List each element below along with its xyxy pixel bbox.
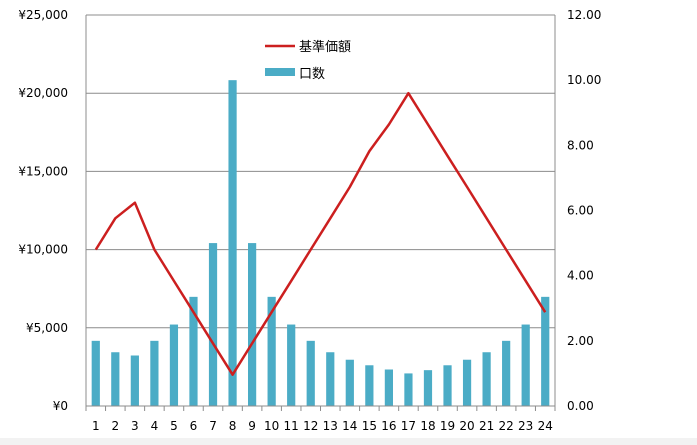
bar-20 [462,359,472,406]
left-tick-label: ¥20,000 [18,86,68,100]
bar-23 [521,324,530,406]
line-series [94,91,547,376]
x-tick-label: 1 [92,419,100,433]
bar-16 [384,369,393,406]
bar-9 [248,243,257,406]
x-tick-label: 24 [538,419,553,433]
bar-24 [541,296,550,406]
x-tick-label: 19 [440,419,455,433]
right-tick-label: 4.00 [567,269,594,283]
x-tick-label: 11 [284,419,299,433]
x-tick-label: 23 [518,419,533,433]
x-tick-label: 4 [151,419,159,433]
x-tick-label: 6 [190,419,198,433]
bar-19 [443,365,452,406]
left-tick-label: ¥10,000 [18,243,68,257]
bar-2 [111,352,120,406]
bar-7 [208,243,218,406]
x-tick-label: 14 [342,419,357,433]
right-tick-label: 6.00 [567,204,594,218]
x-tick-label: 21 [479,419,494,433]
x-tick-label: 5 [170,419,178,433]
right-tick-label: 10.00 [567,73,601,87]
right-tick-label: 2.00 [567,334,594,348]
x-tick-label: 22 [499,419,514,433]
bar-15 [365,365,374,406]
x-axis-ticks: 1 2 3 4 5 6 7 8 9 10 11 12 13 14 15 16 17 18 19 20 21 22 23 24 [92,419,553,433]
x-tick-label: 18 [420,419,435,433]
bar-18 [423,370,433,406]
bar-12 [306,340,315,406]
x-tick-label: 13 [323,419,338,433]
bar-5 [169,324,179,406]
axes [85,15,556,411]
bar-8 [228,80,237,407]
left-tick-label: ¥0 [53,399,68,413]
x-tick-label: 9 [248,419,256,433]
legend: 基準価額 口数 [265,39,351,82]
right-tick-label: 8.00 [567,138,594,152]
bar-series [91,80,550,407]
x-tick-label: 17 [401,419,416,433]
bar-17 [404,373,413,406]
legend-bar-label: 口数 [299,67,325,82]
bar-14 [345,359,354,406]
left-tick-label: ¥15,000 [18,164,68,178]
bottom-band [0,438,697,445]
bar-3 [130,355,139,406]
line-kijun-kagaku [94,91,547,376]
x-tick-label: 20 [459,419,474,433]
legend-line-label: 基準価額 [299,39,351,55]
x-tick-label: 12 [303,419,318,433]
bar-6 [189,296,198,406]
right-tick-label: 0.00 [567,399,594,413]
bar-1 [91,340,100,406]
x-tick-label: 8 [229,419,237,433]
x-tick-label: 16 [381,419,396,433]
right-tick-label: 12.00 [567,8,601,22]
legend-bar-swatch [265,68,295,76]
right-axis-ticks: 0.00 2.00 4.00 6.00 8.00 10.00 12.00 [567,8,601,413]
x-tick-label: 15 [362,419,377,433]
left-axis-ticks: ¥0 ¥5,000 ¥10,000 ¥15,000 ¥20,000 ¥25,000 [18,8,68,413]
x-tick-label: 2 [111,419,119,433]
x-tick-label: 7 [209,419,217,433]
bar-10 [267,296,276,406]
left-tick-label: ¥25,000 [18,8,68,22]
bar-13 [326,352,335,406]
left-tick-label: ¥5,000 [26,321,68,335]
bar-21 [482,352,491,406]
x-tick-label: 10 [264,419,279,433]
x-tick-label: 3 [131,419,139,433]
bar-22 [502,340,511,406]
bar-4 [150,340,159,406]
bar-11 [287,324,296,406]
